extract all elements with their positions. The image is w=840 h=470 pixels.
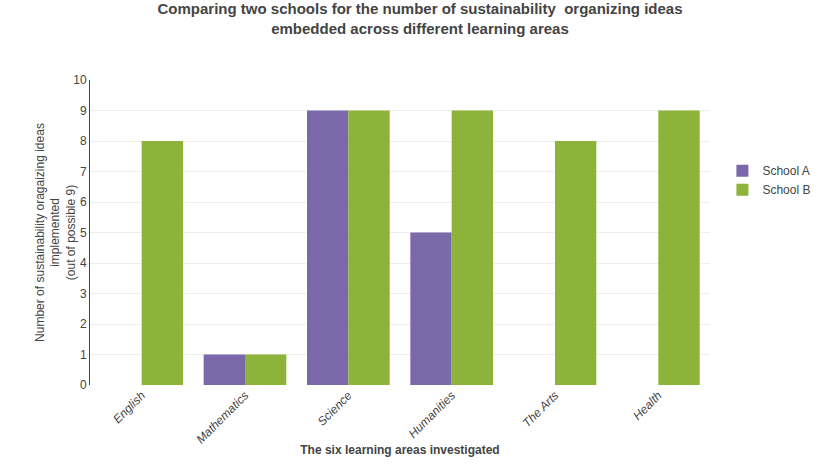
svg-text:1: 1 — [80, 348, 87, 362]
svg-text:8: 8 — [80, 134, 87, 148]
svg-text:6: 6 — [80, 195, 87, 209]
svg-text:10: 10 — [73, 73, 87, 87]
svg-text:0: 0 — [80, 378, 87, 392]
svg-text:Health: Health — [630, 388, 665, 423]
svg-text:School B: School B — [762, 183, 810, 197]
svg-text:Mathematics: Mathematics — [193, 388, 251, 446]
svg-text:The six learning areas investi: The six learning areas investigated — [300, 443, 499, 457]
svg-text:3: 3 — [80, 287, 87, 301]
svg-text:Number of sustainability oraga: Number of sustainability oragaizing idea… — [33, 123, 78, 342]
svg-text:School A: School A — [762, 164, 809, 178]
svg-text:English: English — [110, 388, 148, 426]
svg-text:Humanities: Humanities — [406, 388, 458, 440]
svg-text:Comparing two schools for the: Comparing two schools for the number of … — [157, 0, 682, 37]
svg-text:2: 2 — [80, 317, 87, 331]
svg-text:Science: Science — [315, 388, 355, 428]
svg-text:The Arts: The Arts — [520, 388, 562, 430]
svg-text:4: 4 — [80, 256, 87, 270]
svg-text:5: 5 — [80, 226, 87, 240]
svg-text:9: 9 — [80, 104, 87, 118]
svg-text:7: 7 — [80, 165, 87, 179]
